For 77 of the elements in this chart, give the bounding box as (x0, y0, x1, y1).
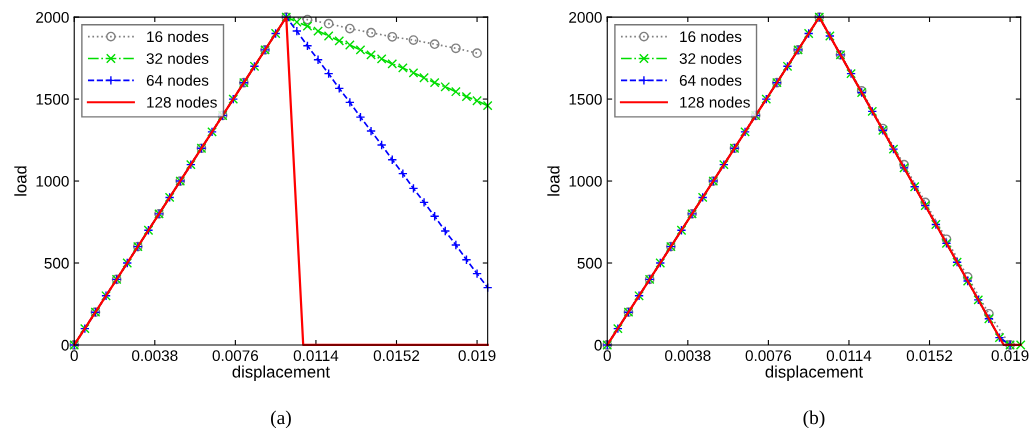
x-tick-label: 0.0038 (132, 350, 178, 362)
point (302, 21, 313, 31)
point (419, 197, 429, 208)
y-tick-label: 0 (61, 339, 69, 351)
point (429, 77, 440, 88)
point (344, 40, 355, 50)
point (366, 27, 376, 38)
y-tick-label: 500 (577, 257, 602, 269)
y-tick-label: 2000 (569, 11, 602, 23)
x-tick-label: 0.0038 (665, 350, 711, 362)
point (355, 45, 366, 55)
point (302, 40, 313, 51)
y-tick-label: 1000 (569, 175, 602, 187)
point (472, 268, 482, 279)
x-tick-label: 0.0152 (373, 350, 420, 362)
point (440, 226, 451, 236)
point (291, 26, 302, 36)
x-tick-label: 0 (603, 350, 611, 362)
point (387, 58, 398, 69)
point (472, 48, 482, 59)
x-tick-label: 0.0076 (212, 350, 259, 362)
legend-label: 32 nodes (679, 52, 742, 64)
legend-label: 16 nodes (680, 30, 742, 43)
x-tick-label: 0.0152 (906, 350, 953, 362)
point (397, 168, 408, 179)
point (313, 26, 323, 36)
x-tick-label: 0.0114 (293, 350, 339, 362)
y-tick-label: 1500 (569, 93, 602, 105)
y-tick-label: 500 (44, 257, 69, 269)
x-tick-label: 0.0076 (745, 350, 792, 362)
point (408, 67, 419, 78)
x-tick-label: 0.0114 (826, 350, 872, 362)
point (344, 23, 355, 34)
point (450, 86, 461, 97)
point (323, 31, 334, 41)
point (355, 112, 366, 122)
point (313, 54, 323, 65)
point (450, 43, 461, 54)
x-tick-label: 0.019 (458, 350, 496, 362)
point (334, 36, 345, 46)
point (408, 35, 419, 45)
y-tick-label: 1500 (36, 93, 69, 105)
x-axis-title: displacement (232, 365, 330, 381)
y-tick-label: 2000 (36, 11, 69, 23)
legend-label: 128 nodes (147, 96, 217, 108)
legend-label: 64 nodes (679, 74, 742, 86)
x-tick-label: 0 (70, 350, 78, 362)
point (366, 49, 376, 60)
y-tick-label: 0 (594, 339, 602, 351)
y-axis-title: load (547, 166, 560, 196)
point (397, 63, 408, 73)
text: (a) (271, 410, 291, 428)
point (376, 54, 387, 64)
point (450, 240, 461, 250)
point (302, 14, 313, 25)
point (387, 31, 398, 42)
legend-label: 32 nodes (146, 52, 209, 64)
point (323, 18, 334, 29)
point (291, 17, 302, 27)
point (472, 95, 482, 106)
point (984, 308, 994, 319)
legend-label: 16 nodes (147, 30, 209, 43)
point (440, 81, 451, 92)
y-tick-label: 1000 (36, 175, 69, 187)
point (344, 97, 355, 108)
point (482, 100, 493, 111)
x-tick-label: 0.019 (991, 350, 1029, 362)
point (366, 126, 376, 136)
legend-label: 128 nodes (680, 96, 750, 108)
point (419, 72, 429, 83)
point (376, 140, 387, 150)
point (429, 39, 440, 50)
point (461, 91, 472, 102)
legend-label: 64 nodes (146, 74, 209, 86)
x-axis-title: displacement (765, 365, 863, 381)
y-axis-title: load (14, 166, 27, 196)
text: (b) (803, 410, 825, 428)
